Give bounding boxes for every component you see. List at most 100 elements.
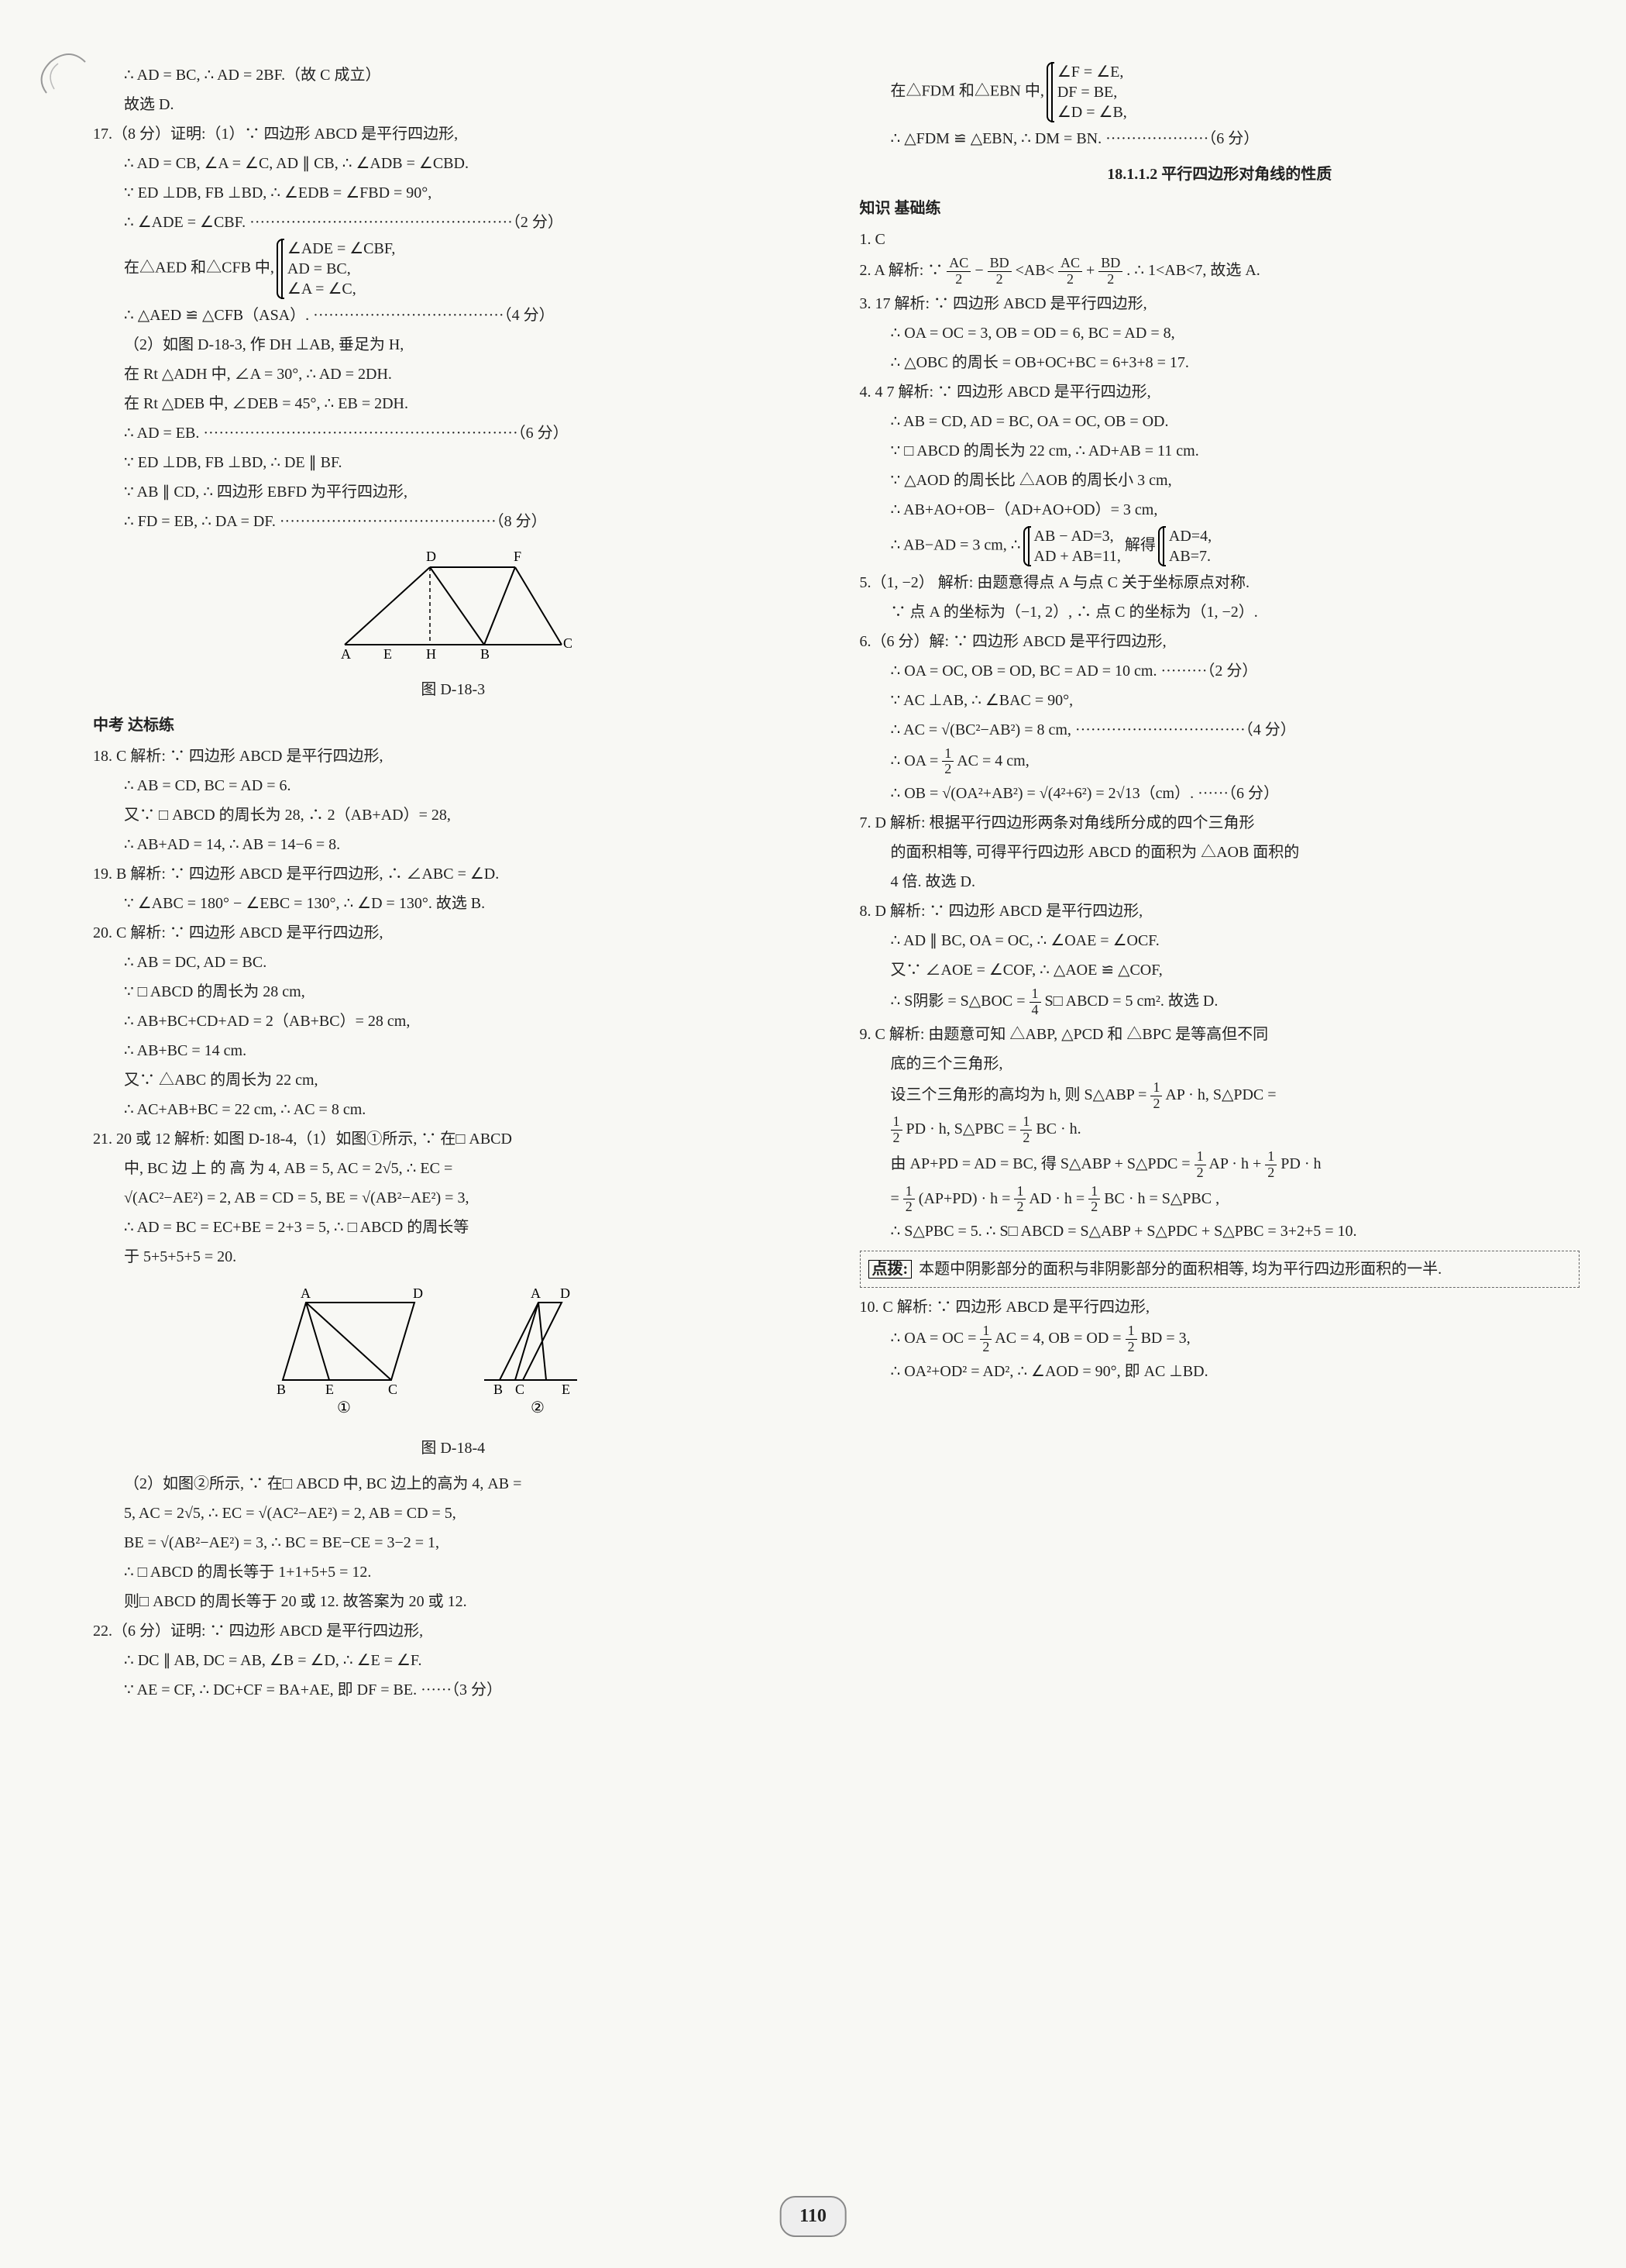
text-line: ∴ △OBC 的周长 = OB+OC+BC = 6+3+8 = 17. bbox=[860, 349, 1580, 376]
text-span: ∴ OA = OC = bbox=[891, 1330, 981, 1347]
text-line: 则□ ABCD 的周长等于 20 或 12. 故答案为 20 或 12. bbox=[93, 1588, 813, 1615]
fraction: 12 bbox=[903, 1184, 915, 1216]
fraction: BD2 bbox=[1098, 256, 1122, 287]
text-span: PD · h bbox=[1281, 1155, 1321, 1172]
text-line: ∴ AB+AO+OB−（AD+AO+OD）= 3 cm, bbox=[860, 497, 1580, 523]
brace-row: AD=4, bbox=[1169, 526, 1212, 546]
text-span: 解得 bbox=[1125, 536, 1156, 553]
text-line: ∵ □ ABCD 的周长为 28 cm, bbox=[93, 979, 813, 1005]
figure-svg: A E H B D F C bbox=[314, 544, 593, 668]
brace-group: ∴ AB−AD = 3 cm, ∴ AB − AD=3, AD + AB=11,… bbox=[860, 526, 1580, 566]
text-line: 12 PD · h, S△PBC = 12 BC · h. bbox=[860, 1114, 1580, 1146]
text-line: 于 5+5+5+5 = 20. bbox=[93, 1244, 813, 1270]
brace-block: AD=4, AB=7. bbox=[1163, 526, 1212, 566]
figure-label: A bbox=[341, 646, 351, 662]
brace-block: AB − AD=3, AD + AB=11, bbox=[1028, 526, 1121, 566]
text-line: ∴ AB+BC = 14 cm. bbox=[93, 1038, 813, 1064]
text-line: 19. B 解析: ∵ 四边形 ABCD 是平行四边形, ∴ ∠ABC = ∠D… bbox=[93, 861, 813, 887]
figure-label: H bbox=[426, 646, 436, 662]
text-line: ∴ AB = CD, AD = BC, OA = OC, OB = OD. bbox=[860, 408, 1580, 435]
text-line: ∴ AD = BC = EC+BE = 2+3 = 5, ∴ □ ABCD 的周… bbox=[93, 1214, 813, 1241]
text-line: ∴ △FDM ≌ △EBN, ∴ DM = BN. ··············… bbox=[860, 126, 1580, 152]
text-span: AD · h = bbox=[1029, 1189, 1088, 1206]
text-span: AC = 4 cm, bbox=[957, 752, 1030, 769]
text-line: 3. 17 解析: ∵ 四边形 ABCD 是平行四边形, bbox=[860, 291, 1580, 317]
figure-label: ② bbox=[531, 1399, 545, 1416]
text-line: ∵ □ ABCD 的周长为 22 cm, ∴ AD+AB = 11 cm. bbox=[860, 438, 1580, 464]
text-line: 22.（6 分）证明: ∵ 四边形 ABCD 是平行四边形, bbox=[93, 1618, 813, 1644]
figure-label: B bbox=[480, 646, 490, 662]
text-line: 又∵ □ ABCD 的周长为 28, ∴ 2（AB+AD）= 28, bbox=[93, 802, 813, 828]
brace-block: ∠F = ∠E, DF = BE, ∠D = ∠B, bbox=[1051, 62, 1127, 122]
text-line: 7. D 解析: 根据平行四边形两条对角线所分成的四个三角形 bbox=[860, 810, 1580, 836]
subsection-heading: 知识 基础练 bbox=[860, 195, 1580, 222]
text-line: （2）如图②所示, ∵ 在□ ABCD 中, BC 边上的高为 4, AB = bbox=[93, 1471, 813, 1497]
text-line: 21. 20 或 12 解析: 如图 D-18-4,（1）如图①所示, ∵ 在□… bbox=[93, 1126, 813, 1152]
figure-label: A bbox=[301, 1285, 311, 1301]
figure-label: F bbox=[514, 549, 521, 564]
text-line: 中, BC 边 上 的 高 为 4, AB = 5, AC = 2√5, ∴ E… bbox=[93, 1155, 813, 1182]
figure-label: D bbox=[426, 549, 436, 564]
brace-row: AD + AB=11, bbox=[1034, 546, 1121, 566]
text-line: 底的三个三角形, bbox=[860, 1051, 1580, 1077]
text-line: 又∵ ∠AOE = ∠COF, ∴ △AOE ≌ △COF, bbox=[860, 957, 1580, 983]
page-number: 110 bbox=[779, 2196, 847, 2237]
figure-caption: 图 D-18-3 bbox=[93, 676, 813, 703]
text-line: ∵ △AOD 的周长比 △AOB 的周长小 3 cm, bbox=[860, 467, 1580, 494]
text-span: AP · h + bbox=[1208, 1155, 1265, 1172]
fraction: AC2 bbox=[947, 256, 971, 287]
text-span: ∴ AB−AD = 3 cm, ∴ bbox=[891, 536, 1021, 553]
figure-d-18-4: A D B E C ① A D B C E ② bbox=[93, 1279, 813, 1461]
brace-group: 在△AED 和△CFB 中, ∠ADE = ∠CBF, AD = BC, ∠A … bbox=[93, 239, 813, 299]
text-line: 2. A 解析: ∵ AC2 − BD2 <AB< AC2 + BD2 . ∴ … bbox=[860, 256, 1580, 287]
text-span: 在△AED 和△CFB 中, bbox=[124, 260, 274, 277]
text-line: ∴ OA²+OD² = AD², ∴ ∠AOD = 90°, 即 AC ⊥BD. bbox=[860, 1358, 1580, 1385]
right-column: 在△FDM 和△EBN 中, ∠F = ∠E, DF = BE, ∠D = ∠B… bbox=[860, 62, 1580, 1706]
text-line: ∴ AB+AD = 14, ∴ AB = 14−6 = 8. bbox=[93, 831, 813, 858]
brace-row: AB=7. bbox=[1169, 546, 1212, 566]
text-line: ∵ ED ⊥DB, FB ⊥BD, ∴ ∠EDB = ∠FBD = 90°, bbox=[93, 180, 813, 206]
text-span: PD · h, S△PBC = bbox=[906, 1120, 1021, 1137]
text-line: 17.（8 分）证明:（1）∵ 四边形 ABCD 是平行四边形, bbox=[93, 121, 813, 147]
text-line: ∴ AC+AB+BC = 22 cm, ∴ AC = 8 cm. bbox=[93, 1096, 813, 1123]
brace-row: ∠D = ∠B, bbox=[1057, 102, 1127, 122]
text-line: ∴ OA = OC, OB = OD, BC = AD = 10 cm. ···… bbox=[860, 658, 1580, 684]
fraction: 12 bbox=[1088, 1184, 1100, 1216]
text-span: 由 AP+PD = AD = BC, 得 S△ABP + S△PDC = bbox=[891, 1155, 1195, 1172]
text-line: 4. 4 7 解析: ∵ 四边形 ABCD 是平行四边形, bbox=[860, 379, 1580, 405]
text-line: ∵ ED ⊥DB, FB ⊥BD, ∴ DE ∥ BF. bbox=[93, 449, 813, 476]
fraction: 14 bbox=[1030, 986, 1041, 1018]
text-line: 4 倍. 故选 D. bbox=[860, 869, 1580, 895]
text-line: ∴ AD ∥ BC, OA = OC, ∴ ∠OAE = ∠OCF. bbox=[860, 928, 1580, 954]
hint-text: 本题中阴影部分的面积与非阴影部分的面积相等, 均为平行四边形面积的一半. bbox=[919, 1261, 1442, 1278]
text-span: BC · h. bbox=[1036, 1120, 1081, 1137]
figure-label: B bbox=[277, 1382, 286, 1397]
fraction: 12 bbox=[980, 1323, 992, 1355]
text-span: <AB< bbox=[1016, 262, 1058, 279]
fraction: AC2 bbox=[1058, 256, 1082, 287]
text-line: ∴ □ ABCD 的周长等于 1+1+5+5 = 12. bbox=[93, 1559, 813, 1585]
text-line: ∴ AD = EB. ·····························… bbox=[93, 420, 813, 446]
fraction: 12 bbox=[891, 1114, 902, 1146]
figure-svg: A D B E C ① A D B C E ② bbox=[252, 1279, 655, 1427]
fraction: 12 bbox=[1020, 1114, 1032, 1146]
text-line: ∴ ∠ADE = ∠CBF. ·························… bbox=[93, 209, 813, 236]
text-line: 故选 D. bbox=[93, 91, 813, 118]
figure-label: C bbox=[563, 635, 572, 651]
text-line: ∵ AC ⊥AB, ∴ ∠BAC = 90°, bbox=[860, 687, 1580, 714]
text-line: ∴ OB = √(OA²+AB²) = √(4²+6²) = 2√13（cm）.… bbox=[860, 780, 1580, 807]
left-column: ∴ AD = BC, ∴ AD = 2BF.（故 C 成立） 故选 D. 17.… bbox=[93, 62, 813, 1706]
text-line: 在 Rt △ADH 中, ∠A = 30°, ∴ AD = 2DH. bbox=[93, 361, 813, 387]
figure-label: A bbox=[531, 1285, 541, 1301]
text-line: 的面积相等, 可得平行四边形 ABCD 的面积为 △AOB 面积的 bbox=[860, 839, 1580, 866]
figure-label: B bbox=[493, 1382, 503, 1397]
text-line: ∵ AB ∥ CD, ∴ 四边形 EBFD 为平行四边形, bbox=[93, 479, 813, 505]
fraction: 12 bbox=[1014, 1184, 1026, 1216]
text-line: ∴ AD = BC, ∴ AD = 2BF.（故 C 成立） bbox=[93, 62, 813, 88]
text-line: ∴ △AED ≌ △CFB（ASA）. ····················… bbox=[93, 302, 813, 329]
fraction: 12 bbox=[1265, 1149, 1277, 1181]
text-span: + bbox=[1086, 262, 1098, 279]
text-line: ∵ 点 A 的坐标为（−1, 2）, ∴ 点 C 的坐标为（1, −2）. bbox=[860, 599, 1580, 625]
figure-label: C bbox=[515, 1382, 524, 1397]
content-columns: ∴ AD = BC, ∴ AD = 2BF.（故 C 成立） 故选 D. 17.… bbox=[93, 62, 1580, 1706]
